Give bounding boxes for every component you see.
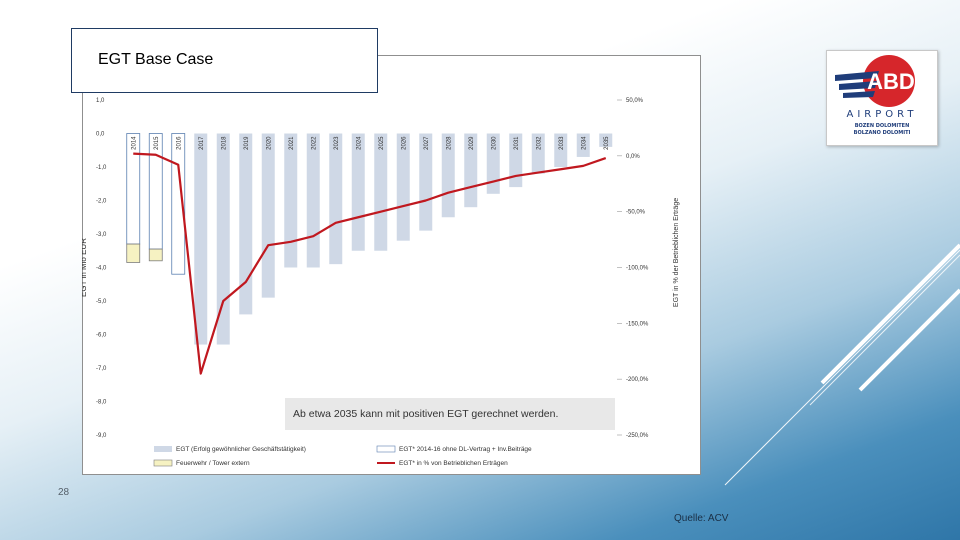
y-tick-label: -9,0 — [96, 433, 107, 439]
x-tick-label: 2022 — [311, 136, 317, 150]
y-tick-label: -1,0 — [96, 165, 107, 171]
x-tick-label: 2015 — [154, 136, 160, 150]
page-number: 28 — [58, 487, 70, 498]
x-tick-label: 2027 — [424, 136, 430, 150]
y-tick-label: -5,0 — [96, 299, 107, 305]
x-tick-label: 2031 — [514, 136, 520, 150]
source-note: Quelle: ACV — [674, 513, 729, 524]
legend-fire-tower-label: Feuerwehr / Tower extern — [176, 460, 250, 467]
x-tick-label: 2029 — [469, 136, 475, 150]
legend-fire-tower-swatch — [153, 459, 173, 467]
x-tick-label: 2026 — [401, 136, 407, 150]
y-tick-label: 0,0 — [96, 132, 105, 138]
airport-logo: ABD AIRPORT BOZEN DOLOMITEN BOLZANO DOLO… — [826, 50, 938, 146]
y-axis-label: EGT in Mio EUR — [82, 238, 88, 297]
legend-egt-star-swatch — [376, 445, 396, 453]
y-tick-label: -3,0 — [96, 232, 107, 238]
x-tick-label: 2020 — [266, 136, 272, 150]
egt-bar — [554, 133, 568, 167]
x-tick-label: 2025 — [379, 136, 385, 150]
egt-bar — [599, 133, 613, 147]
egt-bar — [216, 133, 230, 345]
egt-bar — [351, 133, 365, 251]
x-tick-label: 2016 — [176, 136, 182, 150]
egt-bar — [419, 133, 433, 231]
egt-bar — [509, 133, 523, 188]
y2-tick-label: -50,0% — [626, 210, 646, 216]
x-tick-label: 2032 — [536, 136, 542, 150]
logo-line1: BOZEN DOLOMITEN — [854, 123, 910, 129]
y2-axis-label: EGT in % der Betrieblichen Erträge — [673, 198, 680, 307]
legend-egt-swatch — [154, 446, 172, 452]
fire-tower-bar — [126, 243, 141, 263]
egt-chart: 1,0 0,0 -1,0 -2,0 -3,0 -4,0 -5,0 -6,0 -7,0 -8,0 -9… — [82, 98, 680, 467]
legend-egt-label: EGT (Erfolg gewöhnlicher Geschäftstätigk… — [176, 446, 306, 453]
x-tick-label: 2014 — [131, 136, 137, 150]
logo-word: AIRPORT — [846, 109, 918, 120]
annotation-box — [285, 398, 615, 430]
fire-tower-bar — [148, 248, 163, 262]
x-tick-label: 2024 — [356, 136, 362, 150]
egt-bar — [306, 133, 320, 268]
x-tick-label: 2017 — [199, 136, 205, 150]
egt-bar — [396, 133, 410, 241]
logo-line2: BOLZANO DOLOMITI — [853, 130, 911, 136]
egt-bar — [486, 133, 500, 194]
logo-emblem: ABD — [835, 55, 915, 107]
x-tick-label: 2034 — [581, 136, 587, 150]
logo-brand: ABD — [867, 69, 915, 94]
x-tick-label: 2028 — [446, 136, 452, 150]
egt-bar — [576, 133, 590, 157]
title-box: EGT Base Case — [71, 28, 378, 93]
x-tick-label: 2035 — [604, 136, 610, 150]
egt-bar — [194, 133, 208, 345]
annotation-text: Ab etwa 2035 kann mit positiven EGT gere… — [293, 408, 558, 420]
egt-bar — [261, 133, 275, 298]
y2-tick-label: -150,0% — [626, 321, 649, 327]
y-tick-label: -8,0 — [96, 400, 107, 406]
y2-tick-label: -200,0% — [626, 377, 649, 383]
egt-bar — [374, 133, 388, 251]
egt-bar — [441, 133, 455, 218]
y-tick-label: -7,0 — [96, 366, 107, 372]
y-tick-label: -2,0 — [96, 199, 107, 205]
y-tick-label: -4,0 — [96, 266, 107, 272]
legend-egt-percent-label: EGT* in % von Betrieblichen Erträgen — [399, 460, 508, 467]
y2-tick-label: 50,0% — [626, 98, 644, 104]
slide-title: EGT Base Case — [98, 51, 214, 68]
egt-bar — [329, 133, 343, 265]
x-tick-label: 2021 — [289, 136, 295, 150]
x-tick-label: 2023 — [334, 136, 340, 150]
x-tick-label: 2018 — [221, 136, 227, 150]
egt-bar — [239, 133, 253, 315]
y2-tick-label: -250,0% — [626, 433, 649, 439]
x-tick-label: 2030 — [491, 136, 497, 150]
y2-tick-label: -100,0% — [626, 266, 649, 272]
x-tick-label: 2019 — [244, 136, 250, 150]
y-tick-label: 1,0 — [96, 98, 105, 104]
egt-percent-line — [133, 152, 607, 375]
egt-bar — [284, 133, 298, 268]
x-tick-label: 2033 — [559, 136, 565, 150]
y2-tick-label: 0,0% — [626, 154, 640, 160]
egt-star-bar — [171, 133, 186, 275]
y-tick-label: -6,0 — [96, 333, 107, 339]
legend-egt-star-label: EGT* 2014-16 ohne DL-Vertrag + Inv.Beitr… — [399, 446, 532, 453]
egt-bar — [531, 133, 545, 174]
